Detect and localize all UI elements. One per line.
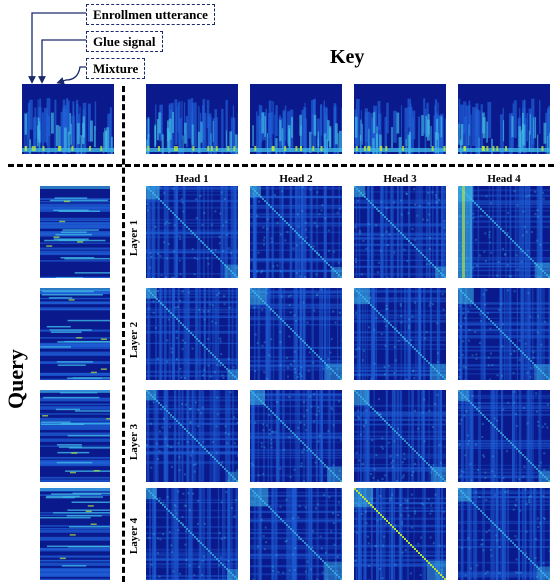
horizontal-separator	[8, 164, 554, 167]
attention-map-layer-1-head-4	[458, 186, 550, 278]
layer-label-3: Layer 3	[128, 423, 140, 461]
key-spectrogram-head-1	[146, 84, 238, 154]
key-spectrogram-head-4	[458, 84, 550, 154]
key-spectrogram-head-2	[250, 84, 342, 154]
attention-map-layer-4-head-3	[354, 488, 446, 580]
head-label-4: Head 4	[487, 173, 521, 185]
attention-map-layer-4-head-4	[458, 488, 550, 580]
attention-map-layer-3-head-4	[458, 390, 550, 482]
attention-map-layer-2-head-3	[354, 288, 446, 380]
attention-map-layer-3-head-3	[354, 390, 446, 482]
key-spectrogram-head-3	[354, 84, 446, 154]
layer-label-2: Layer 2	[128, 321, 140, 359]
query-spectrogram-layer-1	[40, 186, 110, 278]
mixture-spectrogram	[22, 84, 114, 154]
attention-map-layer-2-head-2	[250, 288, 342, 380]
query-spectrogram-layer-4	[40, 488, 110, 580]
attention-map-layer-1-head-1	[146, 186, 238, 278]
query-spectrogram-layer-3	[40, 390, 110, 482]
attention-map-layer-2-head-4	[458, 288, 550, 380]
vertical-separator	[122, 86, 125, 582]
attention-map-layer-1-head-2	[250, 186, 342, 278]
layer-label-4: Layer 4	[128, 517, 140, 555]
query-title: Query	[3, 349, 28, 409]
key-title: Key	[330, 46, 365, 68]
attention-map-layer-4-head-1	[146, 488, 238, 580]
attention-map-layer-3-head-1	[146, 390, 238, 482]
query-spectrogram-layer-2	[40, 288, 110, 380]
layer-label-1: Layer 1	[128, 219, 140, 257]
attention-map-layer-4-head-2	[250, 488, 342, 580]
head-label-1: Head 1	[175, 173, 209, 185]
attention-map-layer-3-head-2	[250, 390, 342, 482]
head-label-2: Head 2	[279, 173, 313, 185]
head-label-3: Head 3	[383, 173, 417, 185]
enrollment-label: Enrollmen utterance	[86, 4, 215, 25]
attention-map-layer-2-head-1	[146, 288, 238, 380]
attention-map-layer-1-head-3	[354, 186, 446, 278]
mixture-label: Mixture	[86, 58, 146, 79]
glue-signal-label: Glue signal	[86, 31, 163, 52]
